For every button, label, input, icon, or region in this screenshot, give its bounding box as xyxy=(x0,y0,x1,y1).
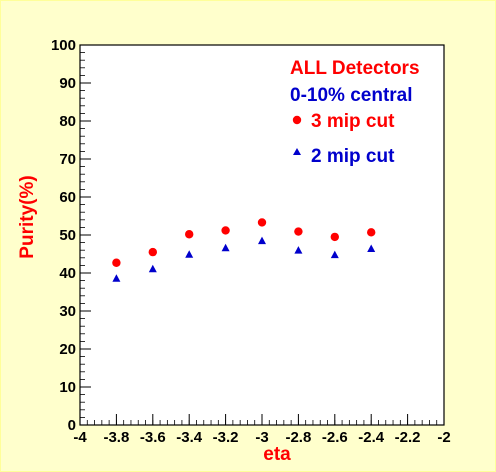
x-tick-label: -3.4 xyxy=(176,429,203,446)
point-3-mip xyxy=(148,247,157,257)
legend-marker-2-mip xyxy=(293,148,301,155)
x-tick-label: -2 xyxy=(437,429,450,446)
point-3-mip xyxy=(112,258,121,267)
y-tick-label: 50 xyxy=(59,227,76,244)
y-tick-label: 40 xyxy=(59,265,76,282)
annotation-all-detectors: ALL Detectors xyxy=(290,58,420,79)
point-2-mip xyxy=(148,264,157,273)
legend: ALL Detectors 0-10% central 3 mip cut 2 … xyxy=(290,58,420,167)
plot-area xyxy=(79,44,445,426)
point-2-mip xyxy=(112,274,121,282)
y-tick-label: 10 xyxy=(59,379,76,396)
data-marks xyxy=(112,218,376,282)
point-3-mip xyxy=(330,232,339,242)
y-tick-label: 30 xyxy=(59,303,76,320)
point-3-mip xyxy=(185,230,194,239)
point-3-mip xyxy=(367,228,376,237)
point-3-mip xyxy=(221,226,230,235)
legend-label-2-mip: 2 mip cut xyxy=(311,146,395,167)
point-2-mip xyxy=(258,236,266,245)
annotation-centrality: 0-10% central xyxy=(290,85,413,106)
point-3-mip xyxy=(294,227,303,236)
y-axis-title: Purity(%) xyxy=(17,175,38,258)
x-axis-title: eta xyxy=(263,444,291,465)
x-tick-label: -3.2 xyxy=(213,429,239,446)
axes: -4 -3.8 -3.6 -3.4 -3.2 -3 -2.8 -2.6 -2.4 -2.2 -2 0 1… xyxy=(51,37,451,446)
y-tick-label: 70 xyxy=(59,151,76,168)
x-tick-label: -2.4 xyxy=(358,429,385,446)
x-tick-label: -4 xyxy=(73,429,87,446)
y-tick-label: 100 xyxy=(51,37,76,54)
point-2-mip xyxy=(330,250,339,259)
y-tick-label: 90 xyxy=(59,75,76,92)
y-tick-label: 80 xyxy=(59,113,76,130)
point-2-mip xyxy=(367,244,376,253)
legend-label-3-mip: 3 mip cut xyxy=(311,111,395,132)
y-tick-label: 0 xyxy=(68,417,76,434)
point-2-mip xyxy=(221,243,230,252)
x-tick-label: -3.6 xyxy=(140,429,166,446)
point-3-mip xyxy=(257,218,267,227)
x-tick-label: -3.8 xyxy=(103,429,129,446)
x-tick-label: -2.2 xyxy=(395,429,421,446)
x-tick-label: -2.8 xyxy=(285,429,311,446)
y-tick-label: 60 xyxy=(59,189,76,206)
legend-marker-3-mip xyxy=(292,115,302,125)
point-2-mip xyxy=(185,250,194,258)
y-tick-label: 20 xyxy=(59,341,76,358)
x-tick-label: -2.6 xyxy=(322,429,348,446)
x-tick-label: -3 xyxy=(255,429,268,446)
point-2-mip xyxy=(294,246,303,254)
